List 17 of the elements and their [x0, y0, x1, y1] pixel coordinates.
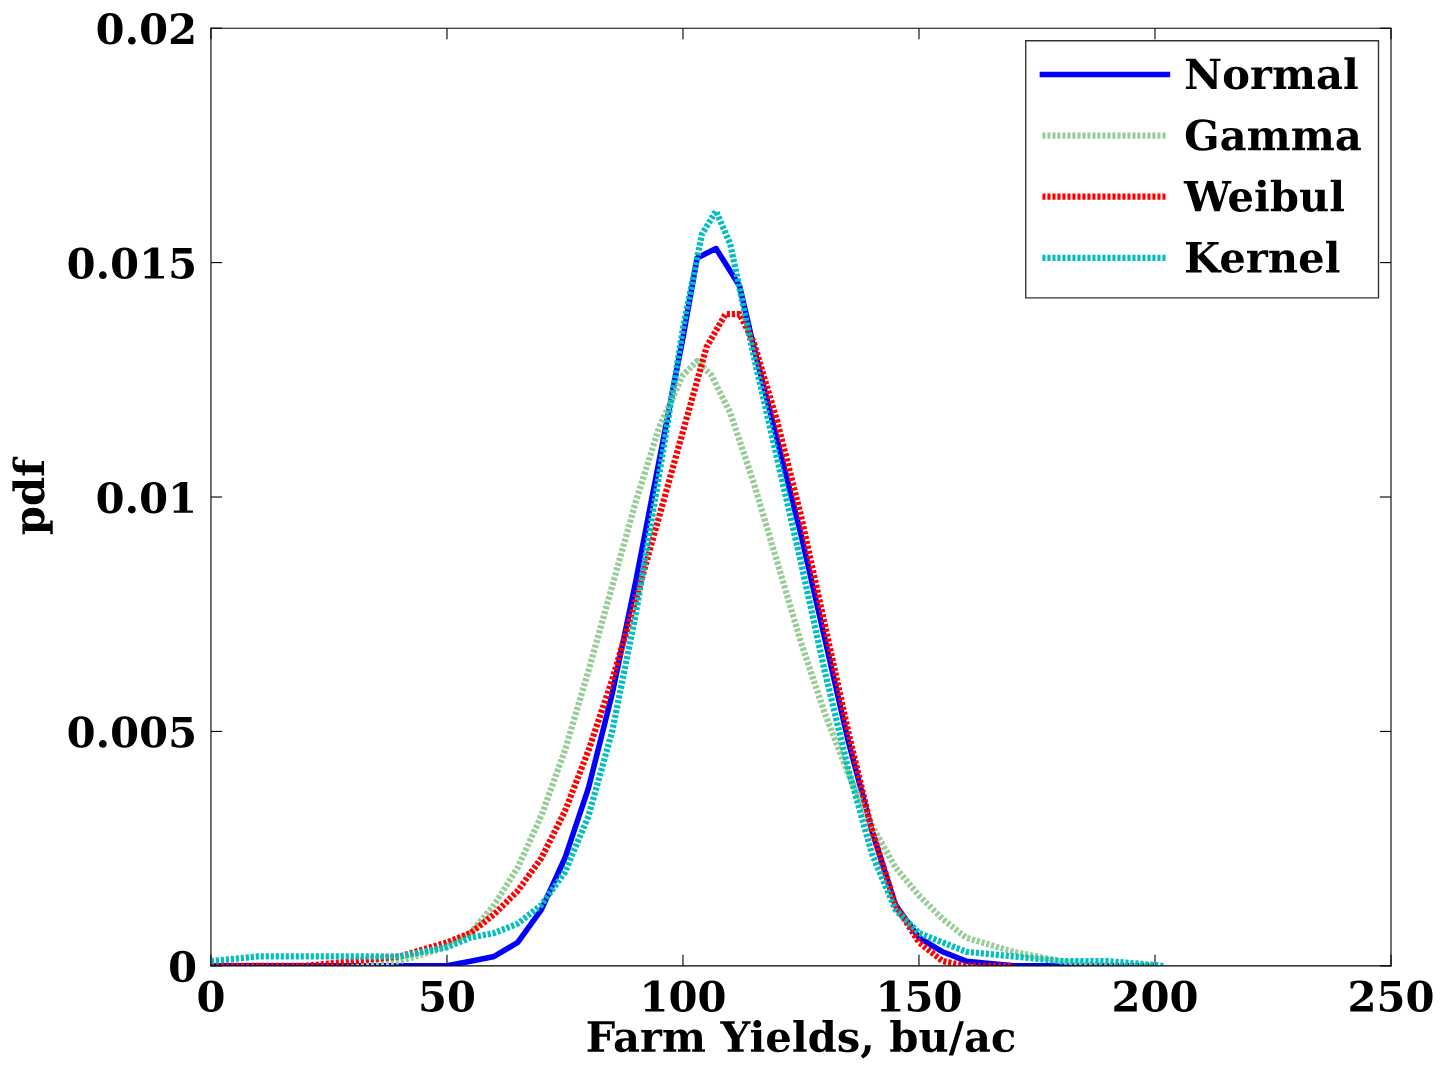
y-tick-label: 0.01: [97, 481, 193, 514]
x-tick-label: 150: [880, 980, 961, 1012]
y-tick-label: 0: [170, 950, 196, 983]
x-tick-label: 0: [198, 980, 224, 1012]
x-tick-label: 250: [1350, 980, 1433, 1012]
y-tick-label: 0.02: [97, 13, 194, 45]
x-tick-label: 50: [421, 980, 475, 1012]
x-axis-title: Farm Yields, bu/ac: [587, 1020, 1015, 1059]
legend-label: Kernel: [1186, 240, 1340, 274]
x-tick-label: 200: [1114, 980, 1197, 1012]
y-tick-label: 0.015: [68, 247, 194, 280]
legend-label: Weibul: [1183, 179, 1345, 212]
y-tick-label: 0.005: [68, 716, 194, 748]
y-axis-title: pdf: [12, 456, 53, 535]
legend-label: Gamma: [1185, 119, 1361, 151]
legend-label: Normal: [1185, 57, 1358, 90]
x-tick-label: 100: [644, 980, 725, 1012]
